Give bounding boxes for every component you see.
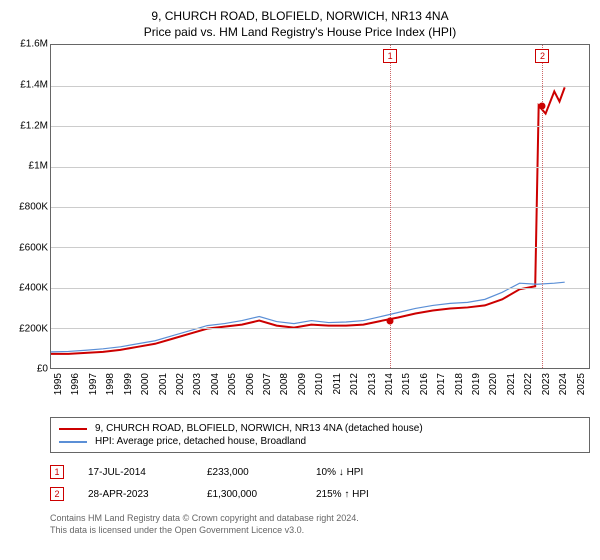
legend-label: 9, CHURCH ROAD, BLOFIELD, NORWICH, NR13 …: [95, 423, 423, 434]
x-tick-label: 1998: [105, 373, 116, 395]
series-hpi: [51, 283, 565, 353]
x-tick-label: 2000: [140, 373, 151, 395]
x-tick-label: 2013: [367, 373, 378, 395]
sale-marker-badge: 2: [535, 49, 549, 63]
sale-event-date: 28-APR-2023: [88, 489, 183, 500]
y-tick-label: £800K: [19, 201, 48, 212]
x-tick-label: 2016: [419, 373, 430, 395]
sale-marker-line: [542, 45, 543, 368]
x-tick-label: 1995: [53, 373, 64, 395]
footer-line2: This data is licensed under the Open Gov…: [50, 525, 590, 537]
sale-marker-dot: [539, 102, 546, 109]
gridline: [51, 207, 589, 208]
y-tick-label: £600K: [19, 242, 48, 253]
y-tick-label: £1.4M: [20, 80, 48, 91]
x-tick-label: 2019: [471, 373, 482, 395]
legend-label: HPI: Average price, detached house, Broa…: [95, 436, 306, 447]
gridline: [51, 328, 589, 329]
x-tick-label: 2020: [488, 373, 499, 395]
x-tick-label: 2009: [297, 373, 308, 395]
x-tick-label: 2008: [279, 373, 290, 395]
footer-line1: Contains HM Land Registry data © Crown c…: [50, 513, 590, 525]
chart-title: 9, CHURCH ROAD, BLOFIELD, NORWICH, NR13 …: [10, 8, 590, 40]
gridline: [51, 288, 589, 289]
x-tick-label: 2015: [401, 373, 412, 395]
x-tick-label: 2023: [541, 373, 552, 395]
x-tick-label: 2004: [210, 373, 221, 395]
sale-event-date: 17-JUL-2014: [88, 467, 183, 478]
x-tick-label: 1999: [123, 373, 134, 395]
y-axis: £0£200K£400K£600K£800K£1M£1.2M£1.4M£1.6M: [10, 44, 50, 369]
y-tick-label: £400K: [19, 283, 48, 294]
gridline: [51, 86, 589, 87]
x-tick-label: 2024: [558, 373, 569, 395]
legend-swatch: [59, 441, 87, 443]
chart-container: 9, CHURCH ROAD, BLOFIELD, NORWICH, NR13 …: [0, 0, 600, 560]
x-tick-label: 2006: [245, 373, 256, 395]
x-tick-label: 2001: [158, 373, 169, 395]
sale-events: 1 17-JUL-2014 £233,000 10% ↓ HPI 2 28-APR-202…: [50, 461, 590, 505]
sale-event-price: £1,300,000: [207, 489, 292, 500]
legend-item: 9, CHURCH ROAD, BLOFIELD, NORWICH, NR13 …: [59, 422, 581, 435]
y-tick-label: £1.2M: [20, 120, 48, 131]
x-tick-label: 1997: [88, 373, 99, 395]
legend: 9, CHURCH ROAD, BLOFIELD, NORWICH, NR13 …: [50, 417, 590, 453]
x-tick-label: 2002: [175, 373, 186, 395]
x-tick-label: 2025: [576, 373, 587, 395]
x-tick-label: 2011: [332, 373, 343, 395]
sale-event-delta: 215% ↑ HPI: [316, 489, 369, 500]
sale-event-badge: 2: [50, 487, 64, 501]
footer: Contains HM Land Registry data © Crown c…: [50, 513, 590, 536]
x-tick-label: 2021: [506, 373, 517, 395]
x-tick-label: 2003: [192, 373, 203, 395]
sale-event-price: £233,000: [207, 467, 292, 478]
y-tick-label: £200K: [19, 323, 48, 334]
x-tick-label: 2018: [454, 373, 465, 395]
x-tick-label: 1996: [70, 373, 81, 395]
x-axis: 1995 1996 1997 1998 1999 2000 2001 2002 2003 2004…: [50, 369, 590, 409]
sale-marker-dot: [387, 318, 394, 325]
y-tick-label: £0: [37, 364, 48, 375]
y-tick-label: £1M: [29, 161, 48, 172]
legend-swatch: [59, 428, 87, 430]
title-line1: 9, CHURCH ROAD, BLOFIELD, NORWICH, NR13 …: [10, 8, 590, 24]
sale-marker-badge: 1: [383, 49, 397, 63]
plot-box: 12: [50, 44, 590, 369]
x-tick-label: 2010: [314, 373, 325, 395]
series-price_paid: [51, 88, 565, 354]
sale-event-row: 2 28-APR-2023 £1,300,000 215% ↑ HPI: [50, 483, 590, 505]
x-tick-label: 2022: [523, 373, 534, 395]
plot-area: £0£200K£400K£600K£800K£1M£1.2M£1.4M£1.6M…: [10, 44, 590, 369]
title-line2: Price paid vs. HM Land Registry's House …: [10, 24, 590, 40]
x-tick-label: 2014: [384, 373, 395, 395]
sale-event-badge: 1: [50, 465, 64, 479]
gridline: [51, 167, 589, 168]
legend-item: HPI: Average price, detached house, Broa…: [59, 435, 581, 448]
x-tick-label: 2017: [436, 373, 447, 395]
y-tick-label: £1.6M: [20, 39, 48, 50]
x-tick-label: 2007: [262, 373, 273, 395]
x-tick-label: 2012: [349, 373, 360, 395]
x-tick-label: 2005: [227, 373, 238, 395]
gridline: [51, 126, 589, 127]
gridline: [51, 247, 589, 248]
sale-event-delta: 10% ↓ HPI: [316, 467, 363, 478]
sale-event-row: 1 17-JUL-2014 £233,000 10% ↓ HPI: [50, 461, 590, 483]
